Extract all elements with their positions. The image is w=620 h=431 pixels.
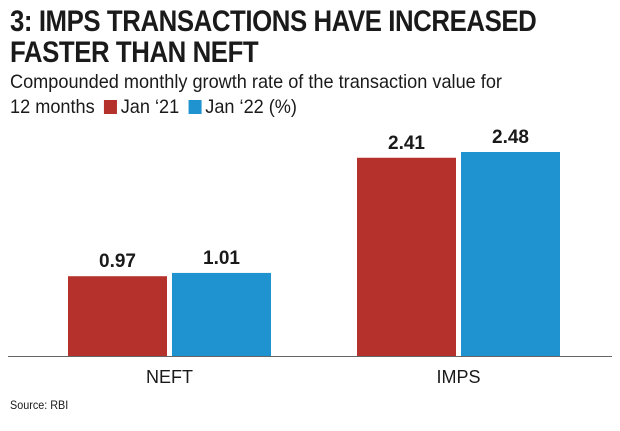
bar-imps-jan21 (357, 157, 456, 356)
legend-label-jan21: Jan ‘21 (120, 96, 180, 118)
chart-subtitle: Compounded monthly growth rate of the tr… (10, 70, 587, 120)
chart-title: 3: IMPS TRANSACTIONS HAVE INCREASED FAST… (10, 5, 537, 69)
subtitle-line-2: 12 months (10, 96, 95, 118)
legend-label-jan22: Jan ‘22 (%) (205, 96, 297, 118)
bar-neft-jan21 (68, 276, 167, 356)
bar-imps-jan22 (461, 152, 560, 356)
subtitle-legend-line: 12 months Jan ‘21 Jan ‘22 (%) (10, 95, 587, 120)
legend-swatch-jan22 (188, 100, 202, 114)
legend-swatch-jan21 (103, 100, 118, 114)
data-label-neft-jan21: 0.97 (99, 251, 136, 272)
category-label-neft: NEFT (146, 367, 193, 387)
data-label-imps-jan22: 2.48 (492, 127, 529, 148)
subtitle-line-1: Compounded monthly growth rate of the tr… (10, 71, 502, 93)
title-line-1: 3: IMPS TRANSACTIONS HAVE INCREASED (10, 5, 537, 38)
data-label-neft-jan22: 1.01 (203, 248, 240, 269)
title-line-2: FASTER THAN NEFT (10, 36, 259, 69)
bar-neft-jan22 (172, 272, 271, 356)
data-label-imps-jan21: 2.41 (388, 133, 425, 154)
source-note: Source: RBI (10, 398, 69, 412)
category-label-imps: IMPS (436, 367, 480, 387)
